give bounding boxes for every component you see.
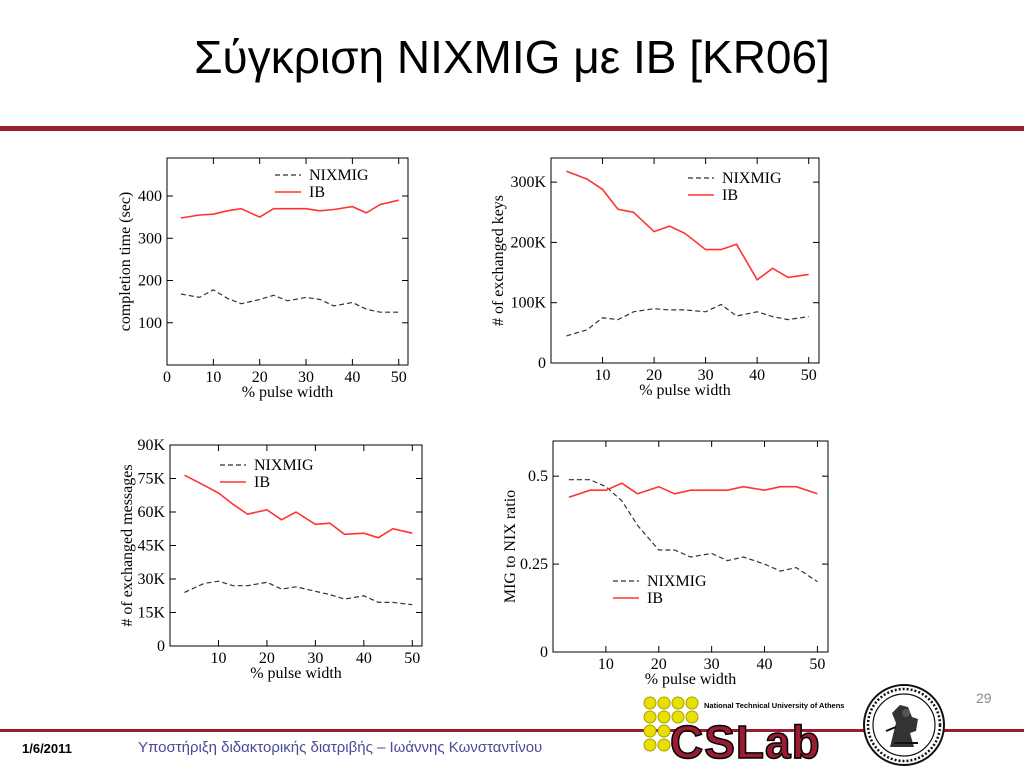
x-tick-label: 30 bbox=[307, 650, 323, 667]
x-tick-label: 50 bbox=[391, 369, 407, 386]
x-tick-label: 20 bbox=[651, 656, 667, 673]
y-tick-label: 60K bbox=[137, 504, 165, 521]
x-tick-label: 20 bbox=[259, 650, 275, 667]
exchanged-messages-chart: 10 20 30 40 50 0 15K 30K 45K 60K 75K 90K % pulse wid… bbox=[119, 437, 423, 682]
plot-frame bbox=[169, 444, 423, 647]
legend-label: IB bbox=[254, 474, 270, 491]
y-tick-label: 0 bbox=[540, 644, 548, 661]
y-tick-label: 200 bbox=[138, 273, 162, 290]
y-tick-label: 45K bbox=[137, 538, 165, 555]
x-axis-label: % pulse width bbox=[645, 671, 737, 688]
x-tick-label: 50 bbox=[809, 656, 825, 673]
y-axis-label: completion time (sec) bbox=[117, 192, 134, 332]
legend-label: NIXMIG bbox=[254, 457, 314, 474]
legend-label: NIXMIG bbox=[722, 170, 782, 187]
footer-text: Υποστήριξη διδακτορικής διατριβής – Ιωάν… bbox=[138, 739, 543, 756]
ib-series-line bbox=[566, 170, 809, 281]
plot-frame bbox=[552, 440, 829, 653]
x-tick-label: 40 bbox=[356, 650, 372, 667]
x-axis-label: % pulse width bbox=[250, 665, 342, 682]
x-tick-label: 50 bbox=[404, 650, 420, 667]
x-tick-label: 20 bbox=[252, 369, 268, 386]
title-divider bbox=[0, 126, 1024, 131]
x-tick-label: 10 bbox=[210, 650, 226, 667]
legend-label: NIXMIG bbox=[309, 167, 369, 184]
y-tick-label: 75K bbox=[137, 471, 165, 488]
legend-label: IB bbox=[309, 184, 325, 201]
y-tick-label: 300 bbox=[138, 230, 162, 247]
x-tick-label: 10 bbox=[595, 367, 611, 384]
y-tick-label: 90K bbox=[137, 437, 165, 454]
y-tick-label: 100K bbox=[510, 295, 546, 312]
footer-divider bbox=[0, 729, 1024, 732]
y-tick-label: 30K bbox=[137, 571, 165, 588]
y-axis-label: # of exchanged keys bbox=[490, 195, 507, 326]
x-tick-label: 0 bbox=[163, 369, 171, 386]
x-tick-label: 50 bbox=[801, 367, 817, 384]
cslab-subtitle: National Technical University of Athens bbox=[704, 701, 844, 710]
y-tick-label: 0.5 bbox=[528, 468, 548, 485]
ib-series-line bbox=[180, 199, 399, 219]
x-tick-label: 20 bbox=[646, 367, 662, 384]
x-tick-label: 30 bbox=[704, 656, 720, 673]
mig-to-nix-ratio-chart: 10 20 30 40 50 0 0.25 0.5 % pulse width MIG to NI… bbox=[502, 440, 829, 688]
x-tick-label: 10 bbox=[598, 656, 614, 673]
x-tick-label: 40 bbox=[749, 367, 765, 384]
nixmig-series-line bbox=[566, 303, 809, 337]
footer-date: 1/6/2011 bbox=[22, 741, 72, 756]
y-axis-label: # of exchanged messages bbox=[119, 464, 136, 626]
x-tick-label: 30 bbox=[698, 367, 714, 384]
legend-label: NIXMIG bbox=[647, 573, 707, 590]
nixmig-series-line bbox=[568, 479, 818, 583]
y-tick-label: 0.25 bbox=[520, 556, 548, 573]
cslab-dot-grid bbox=[643, 696, 699, 752]
x-tick-label: 30 bbox=[298, 369, 314, 386]
y-tick-label: 300K bbox=[510, 174, 546, 191]
x-tick-label: 40 bbox=[757, 656, 773, 673]
plot-frame bbox=[166, 157, 409, 366]
ib-series-line bbox=[184, 474, 413, 539]
exchanged-keys-chart: 10 20 30 40 50 0 100K 200K 300K % pulse width # of… bbox=[490, 157, 820, 399]
y-axis-label: MIG to NIX ratio bbox=[502, 490, 519, 603]
nixmig-series-line bbox=[180, 289, 399, 313]
y-tick-label: 0 bbox=[538, 355, 546, 372]
ntua-seal bbox=[863, 684, 945, 766]
plot-frame bbox=[550, 157, 820, 364]
x-axis-label: % pulse width bbox=[242, 384, 334, 401]
nixmig-series-line bbox=[184, 580, 413, 606]
page-number: 29 bbox=[976, 690, 992, 706]
completion-time-chart: 0 10 20 30 40 50 100 200 300 400 % pulse width comp… bbox=[117, 157, 409, 401]
y-tick-label: 0 bbox=[157, 638, 165, 655]
y-tick-label: 15K bbox=[137, 605, 165, 622]
x-tick-label: 10 bbox=[205, 369, 221, 386]
x-tick-label: 40 bbox=[344, 369, 360, 386]
slide-title: Σύγκριση NIXMIG με IB [KR06] bbox=[194, 31, 830, 83]
y-tick-label: 100 bbox=[138, 315, 162, 332]
legend-label: IB bbox=[647, 590, 663, 607]
cslab-logo: National Technical University of Athens … bbox=[643, 696, 844, 764]
y-tick-label: 200K bbox=[510, 234, 546, 251]
y-tick-label: 400 bbox=[138, 188, 162, 205]
ib-series-line bbox=[568, 482, 818, 499]
x-axis-label: % pulse width bbox=[639, 382, 731, 399]
cslab-wordmark: CSLab bbox=[670, 716, 821, 764]
legend-label: IB bbox=[722, 187, 738, 204]
